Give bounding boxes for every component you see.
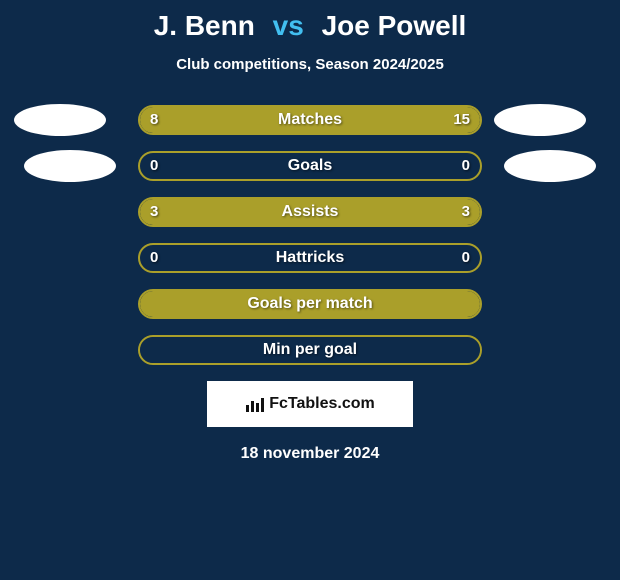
stat-bar-left (140, 291, 310, 317)
stat-row: Assists33 (0, 197, 620, 227)
team-badge (24, 150, 116, 182)
subtitle: Club competitions, Season 2024/2025 (0, 56, 620, 73)
comparison-title: J. Benn vs Joe Powell (0, 10, 620, 42)
stat-bar-track (138, 289, 482, 319)
stat-bar-right (258, 107, 480, 133)
stat-bar-track (138, 197, 482, 227)
stat-bar-track (138, 335, 482, 365)
stat-bar-right (310, 199, 480, 225)
stat-bar-right (310, 337, 480, 363)
stat-value-right: 15 (453, 105, 470, 135)
stat-value-left: 0 (150, 243, 158, 273)
date-text: 18 november 2024 (0, 445, 620, 463)
stat-bar-left (140, 199, 310, 225)
stats-chart: Matches815Goals00Assists33Hattricks00Goa… (0, 105, 620, 365)
vs-text: vs (273, 10, 304, 41)
stat-value-left: 8 (150, 105, 158, 135)
player1-name: J. Benn (154, 10, 255, 41)
chart-icon (245, 395, 265, 413)
stat-bar-left (140, 337, 310, 363)
logo-text: FcTables.com (269, 395, 375, 413)
stat-row: Goals per match (0, 289, 620, 319)
stat-value-right: 0 (462, 243, 470, 273)
widget-container: J. Benn vs Joe Powell Club competitions,… (0, 0, 620, 580)
stat-bar-track (138, 243, 482, 273)
stat-value-left: 3 (150, 197, 158, 227)
stat-row: Hattricks00 (0, 243, 620, 273)
stat-row: Min per goal (0, 335, 620, 365)
stat-value-right: 0 (462, 151, 470, 181)
team-badge (504, 150, 596, 182)
stat-value-left: 0 (150, 151, 158, 181)
stat-bar-track (138, 151, 482, 181)
stat-value-right: 3 (462, 197, 470, 227)
player2-name: Joe Powell (322, 10, 467, 41)
source-logo: FcTables.com (207, 381, 413, 427)
team-badge (14, 104, 106, 136)
stat-bar-right (310, 291, 480, 317)
team-badge (494, 104, 586, 136)
stat-bar-track (138, 105, 482, 135)
